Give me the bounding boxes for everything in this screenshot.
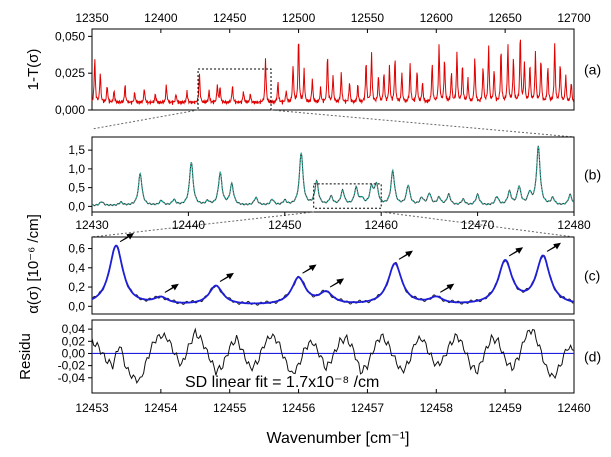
y-axis-label-d: Residu [17,333,34,380]
y-axis-label-a: 1-T(σ) [25,49,42,91]
absorption-data-b [91,145,575,207]
absorption-model-b [92,146,575,206]
mid-tick-label-3: 12460 [365,218,399,232]
absorption-fit-c [91,244,574,305]
bottom-tick-label-0: 12453 [75,401,109,415]
panel-label-b: (b) [584,167,601,183]
peak-arrow-3 [302,264,317,274]
peak-arrow-1 [164,283,179,293]
top-tick-label-a-6: 12650 [488,11,522,25]
panel-label-d: (d) [584,349,601,365]
peak-arrow-6 [440,283,455,293]
zoom-connector-a-right [270,109,575,138]
y-tick-label-a-1: 0,025 [55,66,85,80]
mid-tick-label-0: 12430 [75,218,109,232]
peak-arrow-7 [508,247,524,257]
y-tick-label-c-1: 0,2 [68,280,85,294]
mid-tick-label-2: 12450 [268,218,302,232]
panel-label-a: (a) [584,62,601,78]
zoom-box-b [313,183,382,209]
sd-linear-fit-note: SD linear fit = 1.7x10⁻⁸ /cm [185,374,379,391]
y-tick-label-c-2: 0,4 [68,261,85,275]
zoom-connector-b-right [381,211,575,238]
zoom-connector-a-left [91,109,199,130]
panel-frame-b [91,136,575,213]
y-axis-label-c: α(σ) [10⁻⁶ /cm] [25,214,42,314]
y-tick-label-c-3: 0,6 [68,242,85,256]
y-tick-label-b-3: 1,5 [68,143,85,157]
peak-arrow-4 [329,278,345,288]
y-tick-label-d-1: -0,02 [58,359,86,373]
y-tick-label-b-2: 1,0 [68,162,85,176]
y-tick-label-d-0: -0,04 [58,371,86,385]
peak-arrow-0 [119,232,135,243]
transmission-trace-a [91,39,574,106]
y-tick-label-a-0: 0,000 [55,103,85,117]
bottom-tick-label-1: 12454 [144,401,178,415]
peak-arrow-2 [219,272,234,282]
y-tick-label-d-4: 0,04 [62,322,86,336]
x-axis-label: Wavenumber [cm⁻¹] [267,430,410,447]
top-tick-label-a-4: 12550 [351,11,385,25]
y-tick-label-a-2: 0,050 [55,29,85,43]
residual-trace [91,327,575,384]
mid-tick-label-4: 12470 [461,218,495,232]
peak-arrow-8 [546,242,561,252]
bottom-tick-label-4: 12457 [351,401,385,415]
y-tick-label-d-2: 0,00 [62,346,86,360]
top-tick-label-a-0: 12350 [75,11,109,25]
panel-label-c: (c) [584,268,600,284]
y-tick-label-c-0: 0,0 [68,299,85,313]
mid-tick-label-1: 12440 [172,218,206,232]
bottom-tick-label-5: 12458 [420,401,454,415]
panel-frame-c [91,236,575,315]
panels-layer: 0,000 0,025 0,050 (a) 1-T(σ) 12350 12400 12450 1… [17,11,601,415]
top-tick-label-a-3: 12500 [282,11,316,25]
zoom-connector-b-left [91,211,314,238]
peak-arrow-5 [398,250,413,260]
top-tick-label-a-5: 12600 [420,11,454,25]
bottom-tick-label-3: 12456 [282,401,316,415]
y-tick-label-b-1: 0,5 [68,181,85,195]
bottom-tick-label-6: 12459 [488,401,522,415]
top-tick-label-a-7: 12700 [557,11,591,25]
top-tick-label-a-2: 12450 [213,11,247,25]
bottom-tick-label-2: 12455 [213,401,247,415]
panel-frame-a [91,28,575,111]
top-tick-label-a-1: 12400 [144,11,178,25]
zoom-box-a [197,68,272,111]
panel-frame-d [91,319,575,394]
y-tick-label-d-3: 0,02 [62,334,86,348]
bottom-tick-label-7: 12460 [557,401,591,415]
mid-tick-label-5: 12480 [557,218,591,232]
y-tick-label-b-0: 0,0 [68,199,85,213]
